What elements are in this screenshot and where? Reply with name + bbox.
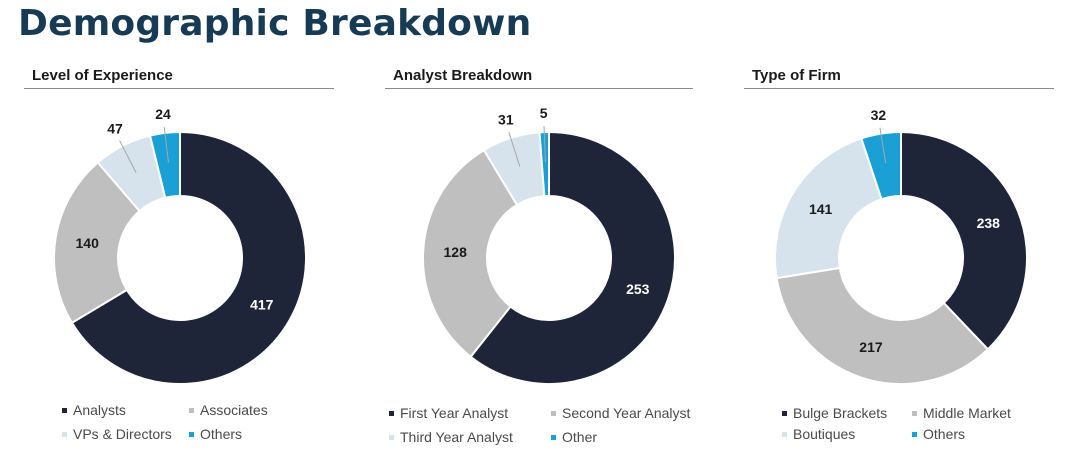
- slice-others: [860, 130, 902, 201]
- legend-item: Others: [912, 426, 965, 442]
- title-divider: [744, 88, 1054, 89]
- legend-item: Associates: [189, 402, 268, 418]
- legend-swatch: [62, 431, 67, 437]
- legend-item: Others: [189, 426, 242, 442]
- slice-first-year-analyst: [469, 130, 676, 385]
- legend-swatch: [62, 407, 67, 413]
- legend-item: VPs & Directors: [62, 426, 172, 442]
- legend-item: Middle Market: [912, 405, 1011, 421]
- slice-value-label: 140: [76, 235, 100, 251]
- chart-title: Level of Experience: [32, 67, 173, 84]
- slice-bulge-brackets: [900, 130, 1028, 351]
- legend-label: Other: [562, 429, 598, 445]
- page-title: Demographic Breakdown: [18, 3, 532, 44]
- legend-swatch: [912, 431, 917, 437]
- slice-value-label: 417: [250, 296, 274, 312]
- leader-line: [543, 126, 546, 163]
- leader-line: [879, 127, 887, 164]
- chart-title: Type of Firm: [752, 67, 841, 84]
- donut-chart: 253 128 31 5: [422, 105, 676, 385]
- legend-label: VPs & Directors: [73, 426, 172, 442]
- slice-value-label: 5: [540, 105, 548, 121]
- slice-value-label: 128: [444, 244, 468, 260]
- legend-swatch: [782, 431, 787, 437]
- chart-level-of-experience: Level of Experience 417 140 47 24 Analysts A…: [24, 62, 344, 452]
- legend-item: Bulge Brackets: [782, 405, 887, 421]
- slice-value-label: 31: [498, 112, 514, 128]
- slice-value-label: 32: [871, 107, 887, 123]
- slice-boutiques: [774, 137, 883, 280]
- slice-analysts: [70, 130, 307, 385]
- chart-title: Analyst Breakdown: [393, 67, 533, 84]
- legend-swatch: [912, 410, 917, 416]
- donut-chart: 417 140 47 24: [53, 106, 307, 385]
- legend-label: Middle Market: [923, 405, 1011, 421]
- slice-value-label: 141: [809, 201, 833, 217]
- slice-value-label: 47: [107, 121, 123, 137]
- legend-item: Second Year Analyst: [551, 405, 690, 421]
- legend-swatch: [389, 434, 394, 440]
- legend-item: Analysts: [62, 402, 126, 418]
- legend-item: Other: [551, 429, 597, 445]
- slice-value-label: 217: [859, 339, 883, 355]
- legend-swatch: [551, 410, 556, 416]
- legend-label: Boutiques: [793, 426, 856, 442]
- legend-label: Bulge Brackets: [793, 405, 888, 421]
- title-divider: [385, 88, 693, 89]
- slice-middle-market: [775, 266, 990, 385]
- slice-associates: [53, 161, 141, 325]
- slice-others: [148, 130, 181, 199]
- legend-label: First Year Analyst: [400, 405, 509, 421]
- chart-analyst-breakdown: Analyst Breakdown 253 128 31 5 First Year A…: [385, 62, 705, 452]
- legend-item: Boutiques: [782, 426, 855, 442]
- donut-chart: 238 217 141 32: [774, 107, 1028, 385]
- slice-value-label: 24: [155, 106, 171, 122]
- leader-line: [163, 126, 169, 163]
- legend-label: Analysts: [73, 402, 126, 418]
- leader-line: [119, 140, 137, 173]
- legend-swatch: [389, 410, 394, 416]
- legend-swatch: [189, 407, 194, 413]
- slice-value-label: 238: [977, 215, 1001, 231]
- legend-label: Associates: [200, 402, 268, 418]
- legend-swatch: [189, 431, 194, 437]
- legend-item: First Year Analyst: [389, 405, 508, 421]
- slice-other: [538, 130, 550, 198]
- chart-type-of-firm: Type of Firm 238 217 141 32 Bulge Brackets M…: [744, 62, 1064, 452]
- legend-swatch: [782, 410, 787, 416]
- legend-label: Second Year Analyst: [562, 405, 691, 421]
- legend-label: Others: [923, 426, 966, 442]
- legend-label: Others: [200, 426, 243, 442]
- legend-label: Third Year Analyst: [400, 429, 513, 445]
- legend-item: Third Year Analyst: [389, 429, 513, 445]
- legend-swatch: [551, 434, 556, 440]
- slice-value-label: 253: [626, 281, 650, 297]
- leader-line: [508, 132, 521, 167]
- title-divider: [24, 88, 334, 89]
- slice-second-year-analyst: [422, 148, 519, 359]
